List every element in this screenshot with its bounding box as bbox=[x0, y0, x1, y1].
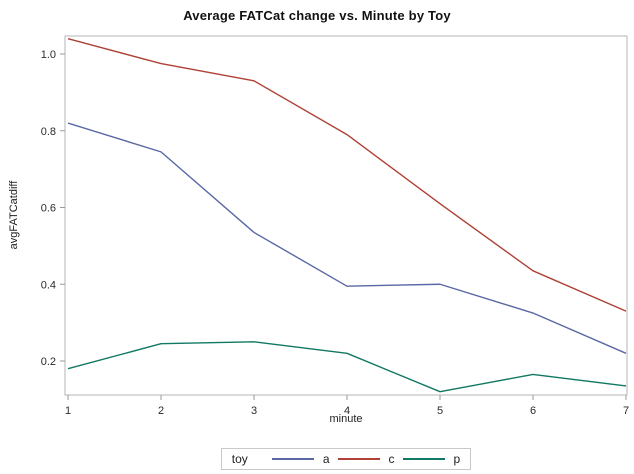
series-line-a bbox=[67, 122, 627, 354]
legend: toy a c p bbox=[220, 448, 472, 470]
x-tick-label: 4 bbox=[344, 405, 350, 417]
legend-label-a: a bbox=[322, 452, 330, 466]
legend-line-p-icon bbox=[402, 458, 445, 460]
y-tick-label: 1.0 bbox=[41, 49, 56, 61]
chart-title: Average FATCat change vs. Minute by Toy bbox=[183, 8, 451, 23]
legend-line-a-icon bbox=[271, 458, 314, 460]
x-axis-label: minute bbox=[329, 413, 363, 425]
legend-container: toy a c p bbox=[65, 448, 627, 470]
y-tick-label: 0.2 bbox=[41, 356, 56, 368]
legend-label-c: c bbox=[388, 452, 395, 466]
y-tick-label: 0.8 bbox=[41, 126, 56, 138]
legend-title: toy bbox=[231, 452, 248, 466]
legend-label-p: p bbox=[453, 452, 461, 466]
legend-line-c-icon bbox=[337, 458, 380, 460]
x-tick-label: 2 bbox=[158, 405, 164, 417]
legend-entry-c: c bbox=[337, 452, 395, 466]
plot-area: 0.2 0.4 0.6 0.8 1.0 1 2 3 4 5 6 7 bbox=[41, 35, 629, 417]
plot-border bbox=[64, 35, 628, 396]
x-tick-label: 6 bbox=[530, 405, 536, 417]
legend-entry-a: a bbox=[271, 452, 330, 466]
y-tick-label: 0.4 bbox=[41, 279, 56, 291]
x-tick-label: 1 bbox=[65, 405, 71, 417]
x-tick-label: 7 bbox=[623, 405, 629, 417]
series-line-p bbox=[67, 341, 627, 393]
y-tick-label: 0.6 bbox=[41, 203, 56, 215]
x-tick-label: 3 bbox=[251, 405, 257, 417]
x-tick-label: 5 bbox=[437, 405, 443, 417]
legend-entry-p: p bbox=[402, 452, 461, 466]
series-line-c bbox=[67, 37, 627, 312]
